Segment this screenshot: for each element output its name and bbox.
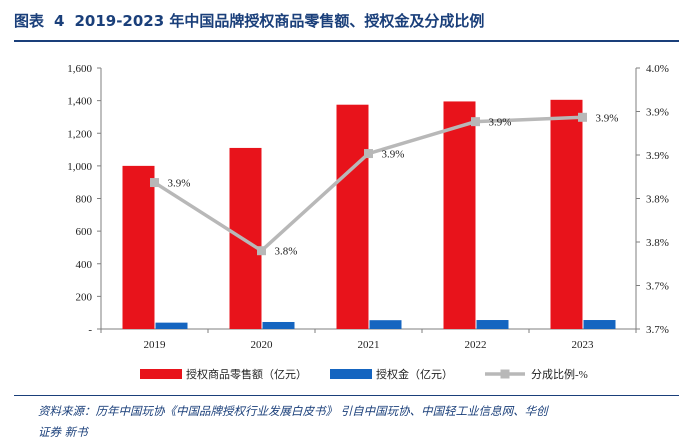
bar-license-fee [369, 320, 402, 329]
right-tick-label: 3.7% [646, 324, 669, 336]
left-tick-label: 800 [76, 194, 93, 206]
left-tick-label: 200 [76, 291, 93, 303]
ratio-marker [150, 178, 159, 188]
legend-label-fee: 授权金（亿元） [376, 367, 453, 381]
left-tick-label: 1,000 [67, 161, 92, 173]
right-tick-label: 3.8% [646, 237, 669, 249]
legend-label-retail: 授权商品零售额（亿元） [186, 367, 307, 381]
left-tick-label: 1,200 [67, 128, 92, 140]
bar-license-fee [262, 321, 295, 329]
legend-label-ratio: 分成比例-% [531, 367, 588, 381]
right-tick-label: 3.9% [646, 150, 669, 162]
ratio-data-label: 3.8% [275, 246, 298, 258]
ratio-data-label: 3.9% [596, 112, 619, 124]
x-tick-label: 2019 [144, 339, 167, 351]
right-tick-label: 3.8% [646, 194, 669, 206]
ratio-marker [257, 246, 266, 256]
ratio-marker [578, 112, 587, 122]
bar-retail-sales [336, 104, 369, 329]
figure-title: 2019-2023 年中国品牌授权商品零售额、授权金及分成比例 [74, 12, 485, 30]
bar-retail-sales [443, 101, 476, 329]
left-tick-label: 1,400 [67, 96, 92, 108]
ratio-data-label: 3.9% [489, 117, 512, 129]
bar-license-fee [476, 320, 509, 329]
source-note: 资料来源：历年中国玩协《中国品牌授权行业发展白皮书》 引自中国玩协、中国轻工业信… [38, 404, 548, 418]
left-tick-label: 600 [76, 226, 93, 238]
x-tick-label: 2020 [251, 339, 274, 351]
right-tick-label: 3.9% [646, 107, 669, 119]
legend-swatch-retail [140, 369, 182, 379]
source-divider [14, 395, 679, 396]
chart-title: 图表 4 2019-2023 年中国品牌授权商品零售额、授权金及分成比例 [14, 10, 687, 40]
legend-marker-ratio [500, 369, 510, 379]
ratio-marker [364, 149, 373, 159]
x-tick-label: 2021 [358, 339, 380, 351]
chart-canvas: - 200 400 600 800 1,000 1,200 1,400 1,600 3.7% 3.7… [67, 63, 669, 381]
source-note-continued: 证券 新书 [38, 425, 88, 439]
left-tick-label: - [88, 324, 92, 336]
x-tick-label: 2022 [465, 339, 487, 351]
left-tick-label: 400 [76, 259, 93, 271]
figure-number: 4 [54, 12, 65, 30]
x-tick-label: 2023 [572, 339, 595, 351]
left-tick-label: 1,600 [67, 63, 92, 75]
legend-swatch-fee [330, 369, 372, 379]
ratio-data-label: 3.9% [168, 178, 191, 190]
bar-retail-sales [122, 165, 155, 329]
ratio-marker [471, 117, 480, 127]
bar-license-fee [583, 320, 616, 329]
bar-retail-sales [550, 99, 583, 329]
right-tick-label: 3.7% [646, 281, 669, 293]
title-divider [14, 40, 679, 42]
figure-label: 图表 [14, 12, 45, 30]
right-tick-label: 4.0% [646, 63, 669, 75]
bar-license-fee [155, 322, 188, 329]
ratio-data-label: 3.9% [382, 149, 405, 161]
